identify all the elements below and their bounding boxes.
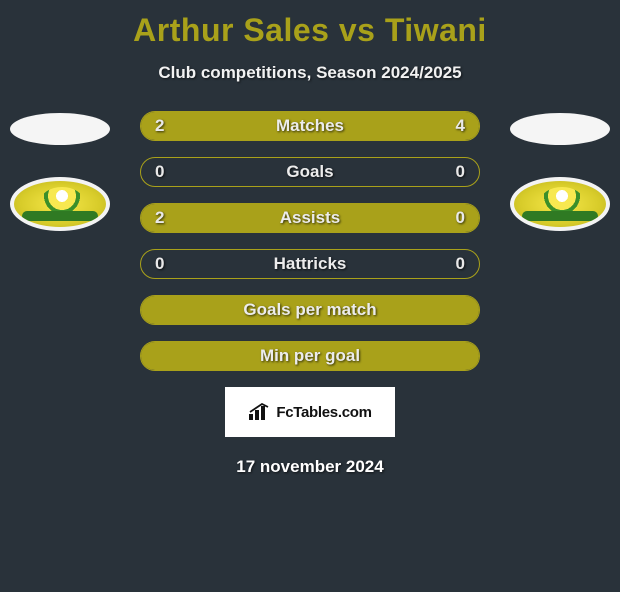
page-subtitle: Club competitions, Season 2024/2025 bbox=[0, 63, 620, 83]
stat-label: Matches bbox=[141, 112, 479, 140]
left-player-column bbox=[10, 111, 110, 231]
brand-chart-icon bbox=[248, 403, 272, 421]
right-club-badge bbox=[510, 177, 610, 231]
stat-row-goals-per-match: Goals per match bbox=[140, 295, 480, 325]
brand-box: FcTables.com bbox=[225, 387, 395, 437]
stat-label: Goals per match bbox=[141, 296, 479, 324]
comparison-stage: 24Matches 00Goals 20Assists 00Hattricks Goal… bbox=[0, 111, 620, 477]
snapshot-date: 17 november 2024 bbox=[0, 457, 620, 477]
stat-row-goals: 00Goals bbox=[140, 157, 480, 187]
brand-text: FcTables.com bbox=[276, 404, 371, 421]
left-player-photo-placeholder bbox=[10, 113, 110, 145]
right-player-photo-placeholder bbox=[510, 113, 610, 145]
stat-label: Hattricks bbox=[141, 250, 479, 278]
stat-label: Goals bbox=[141, 158, 479, 186]
right-player-column bbox=[510, 111, 610, 231]
stat-label: Min per goal bbox=[141, 342, 479, 370]
stat-bars-container: 24Matches 00Goals 20Assists 00Hattricks Goal… bbox=[140, 111, 480, 371]
stat-row-assists: 20Assists bbox=[140, 203, 480, 233]
left-club-badge bbox=[10, 177, 110, 231]
stat-label: Assists bbox=[141, 204, 479, 232]
stat-row-hattricks: 00Hattricks bbox=[140, 249, 480, 279]
stat-row-matches: 24Matches bbox=[140, 111, 480, 141]
stat-row-min-per-goal: Min per goal bbox=[140, 341, 480, 371]
page-title: Arthur Sales vs Tiwani bbox=[0, 12, 620, 49]
